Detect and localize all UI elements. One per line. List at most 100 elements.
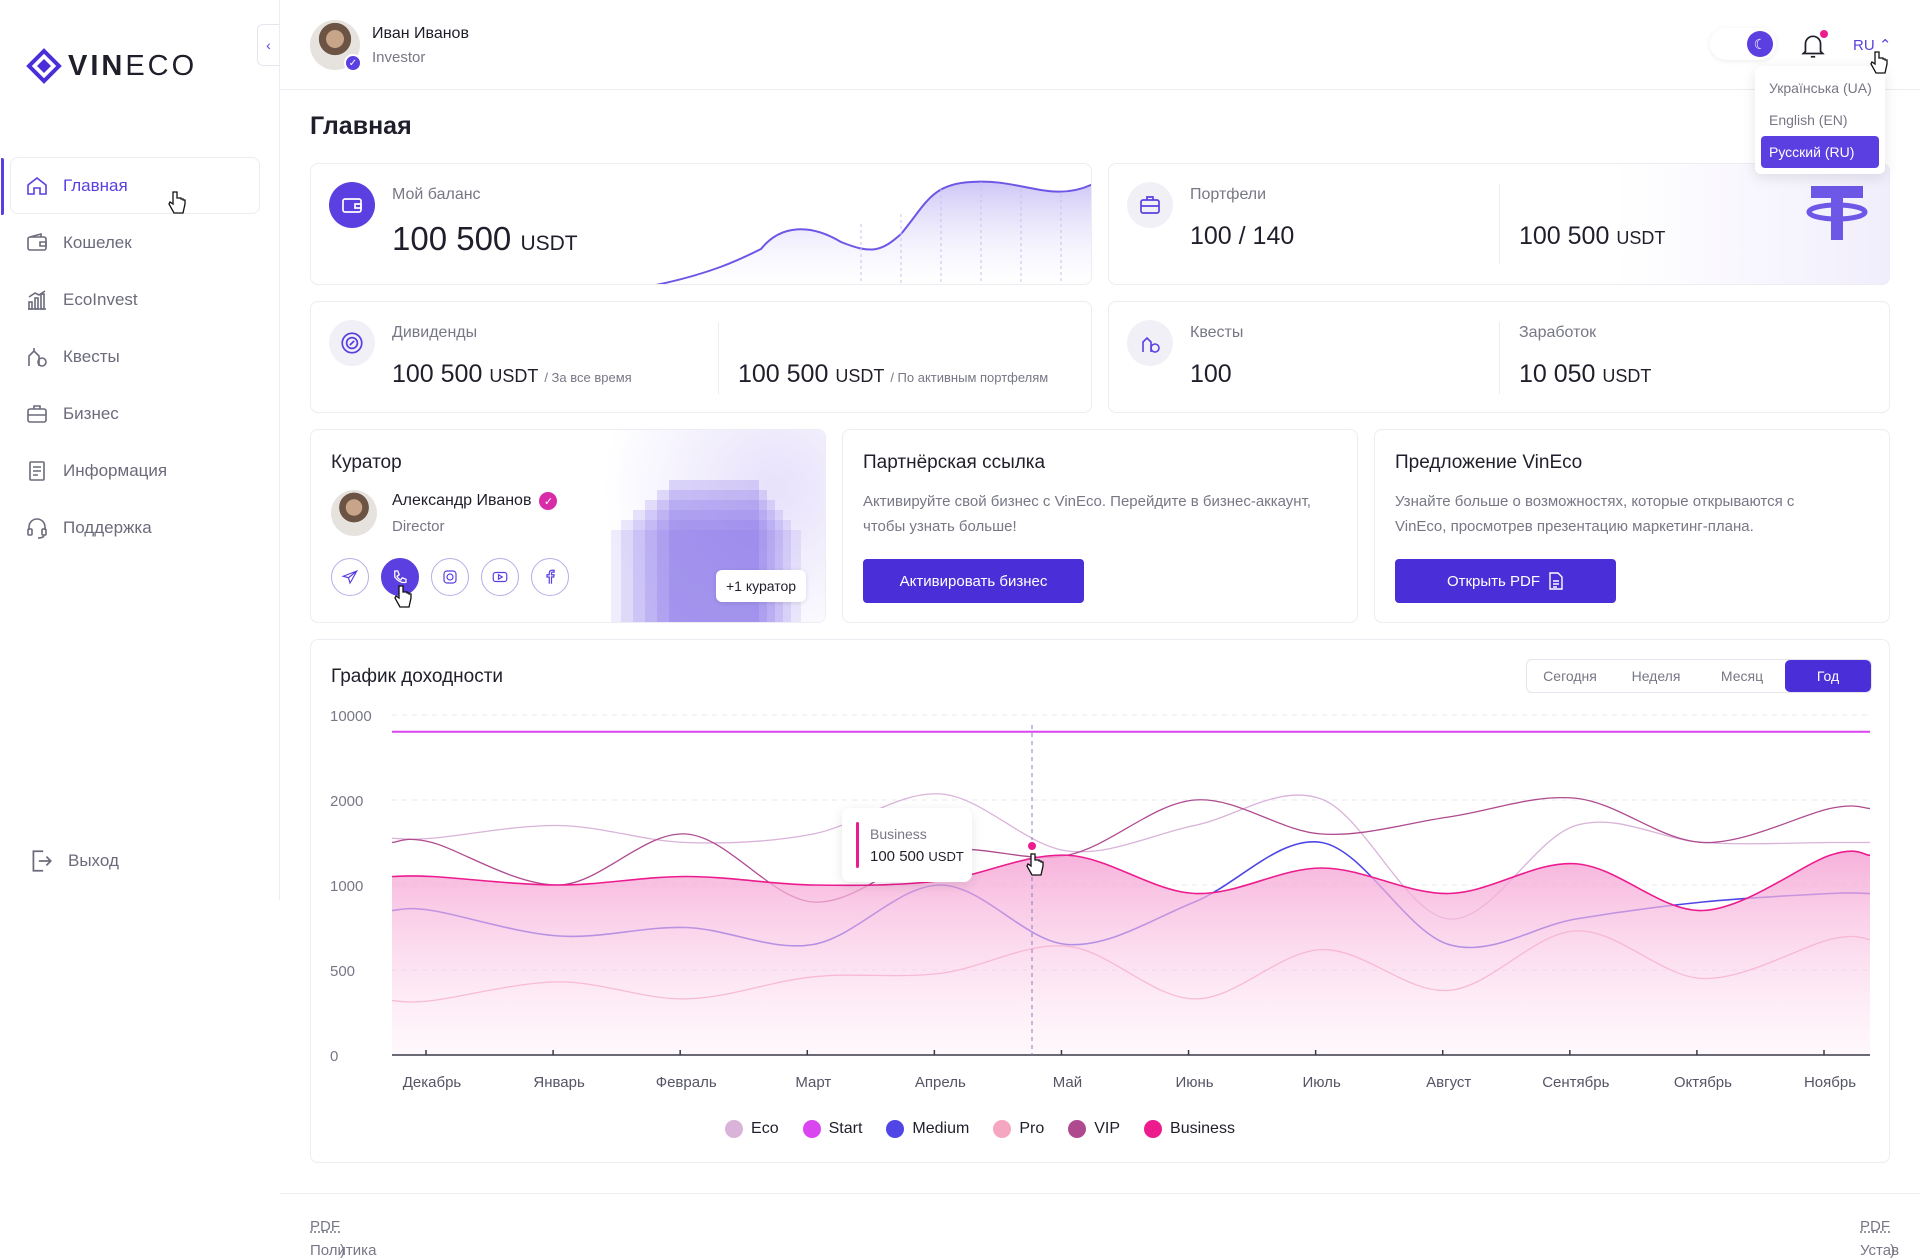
logout-button[interactable]: Выход <box>10 834 260 888</box>
activate-business-button[interactable]: Активировать бизнес <box>863 559 1084 603</box>
logo[interactable]: VINECO <box>26 48 197 84</box>
curator-decoration <box>611 480 801 622</box>
privacy-policy-link[interactable]: Политика конфиденциальности (PDF) <box>310 1218 377 1259</box>
dividends-card: Дивиденды 100 500 USDT / За все время 100… <box>310 301 1092 413</box>
sidebar-item-label: Главная <box>63 175 128 195</box>
balance-value: 100 500 USDT <box>392 220 578 257</box>
curator-card: Куратор Александр Иванов ✓ Director +1 к… <box>310 429 826 623</box>
sidebar-item-quests[interactable]: Квесты <box>10 328 260 385</box>
sidebar: VINECO ‹ Главная Кошелек EcoInvest Квест… <box>0 0 280 900</box>
dividends-total: 100 500 USDT / За все время <box>392 360 632 388</box>
open-pdf-label: Открыть PDF <box>1446 572 1541 590</box>
offer-text: Узнайте больше о возможностях, которые о… <box>1395 493 1795 535</box>
tooltip-series: Business <box>870 826 927 842</box>
briefcase-icon <box>1127 182 1173 228</box>
sidebar-item-information[interactable]: Информация <box>10 442 260 499</box>
instagram-button[interactable] <box>431 558 469 596</box>
language-dropdown: Українська (UA) English (EN) Русский (RU… <box>1755 66 1885 174</box>
x-tick-label: Март <box>795 1074 831 1091</box>
x-tick-label: Февраль <box>656 1074 717 1091</box>
logo-text: VINECO <box>68 49 198 82</box>
hover-point[interactable] <box>1026 840 1038 852</box>
lang-option-ru[interactable]: Русский (RU) <box>1761 136 1879 168</box>
open-pdf-button[interactable]: Открыть PDF <box>1395 559 1616 603</box>
period-selector: Сегодня Неделя Месяц Год <box>1526 659 1872 693</box>
partner-title: Партнёрская ссылка <box>863 452 1046 473</box>
user-profile[interactable]: ✓ Иван Иванов Investor <box>310 20 469 72</box>
chart-legend: Eco Start Medium Pro VIP Business <box>0 1120 1920 1138</box>
curator-avatar <box>331 490 377 536</box>
legend-item-business[interactable]: Business <box>1144 1120 1235 1138</box>
chart-tooltip: Business 100 500 USDT <box>842 808 972 882</box>
cursor-icon <box>394 585 412 608</box>
facebook-button[interactable] <box>531 558 569 596</box>
period-week[interactable]: Неделя <box>1631 668 1681 684</box>
quest-icon <box>1127 320 1173 366</box>
legend-label: Start <box>828 1120 863 1137</box>
x-tick-label: Август <box>1426 1074 1471 1091</box>
dividends-label: Дивиденды <box>392 324 478 341</box>
moon-icon: ☾ <box>1747 31 1773 57</box>
legend-label: VIP <box>1094 1120 1121 1137</box>
period-year[interactable]: Год <box>1785 660 1871 692</box>
notifications-button[interactable] <box>1800 30 1828 60</box>
x-tick-label: Январь <box>533 1074 585 1091</box>
telegram-icon <box>341 569 359 585</box>
briefcase-icon <box>27 404 47 423</box>
sidebar-item-ecoinvest[interactable]: EcoInvest <box>10 271 260 328</box>
offer-card: Предложение VinEco Узнайте больше о возм… <box>1374 429 1890 623</box>
youtube-button[interactable] <box>481 558 519 596</box>
income-chart[interactable]: 10000 2000 1000 500 0 Декабрь Январь Февраль Мар… <box>310 700 1890 1100</box>
legend-label: Pro <box>1019 1120 1045 1137</box>
verified-icon: ✓ <box>344 54 362 72</box>
portfolios-label: Портфели <box>1190 186 1267 203</box>
user-name: Иван Иванов <box>372 24 469 42</box>
period-month[interactable]: Месяц <box>1720 668 1764 684</box>
sidebar-item-home[interactable]: Главная <box>1 157 260 215</box>
legend-swatch <box>886 1120 905 1138</box>
logout-label: Выход <box>68 851 119 870</box>
y-tick-label: 0 <box>330 1048 338 1065</box>
legend-item-vip[interactable]: VIP <box>1068 1120 1120 1138</box>
series-line-vip[interactable] <box>391 796 1871 903</box>
user-role: Investor <box>372 48 426 66</box>
pdf-document-icon <box>1549 572 1563 590</box>
language-selector[interactable]: RU ⌃ <box>1853 37 1892 54</box>
quest-icon <box>28 347 47 367</box>
legend-item-medium[interactable]: Medium <box>886 1120 969 1138</box>
charter-link[interactable]: Устав (PDF) <box>1860 1218 1900 1259</box>
quests-card: Квесты 100 Заработок 10 050 USDT <box>1108 301 1890 413</box>
lang-option-ua[interactable]: Українська (UA) <box>1769 80 1872 96</box>
legend-label: Eco <box>751 1120 779 1137</box>
quests-label: Квесты <box>1190 324 1244 341</box>
x-tick-label: Сентябрь <box>1542 1074 1609 1091</box>
theme-toggle[interactable]: ☾ <box>1710 28 1776 60</box>
series-line-eco[interactable] <box>391 793 1870 920</box>
series-line-business[interactable] <box>391 850 1871 912</box>
legend-item-eco[interactable]: Eco <box>725 1120 779 1138</box>
wallet-icon <box>329 182 375 228</box>
footer: Политика конфиденциальности (PDF) Устав … <box>280 1193 1920 1259</box>
x-tick-label: Июль <box>1302 1074 1340 1091</box>
x-tick-label: Ноябрь <box>1804 1074 1856 1091</box>
telegram-button[interactable] <box>331 558 369 596</box>
sidebar-item-business[interactable]: Бизнес <box>10 385 260 442</box>
more-curators-button[interactable]: +1 куратор <box>716 570 807 602</box>
curator-role: Director <box>392 518 445 535</box>
offer-title: Предложение VinEco <box>1395 452 1583 473</box>
viber-icon <box>394 570 407 584</box>
collapse-sidebar-button[interactable]: ‹ <box>257 24 279 66</box>
legend-item-start[interactable]: Start <box>802 1120 863 1138</box>
earnings-label: Заработок <box>1519 324 1597 341</box>
lang-option-en[interactable]: English (EN) <box>1769 112 1848 128</box>
sidebar-item-support[interactable]: Поддержка <box>10 499 260 556</box>
legend-item-pro[interactable]: Pro <box>993 1120 1044 1138</box>
chevron-up-icon: ⌃ <box>1878 37 1892 54</box>
dividends-icon <box>329 320 375 366</box>
period-today[interactable]: Сегодня <box>1543 668 1597 684</box>
sidebar-item-wallet[interactable]: Кошелек <box>10 214 260 271</box>
chevron-left-icon: ‹ <box>266 37 271 53</box>
x-tick-label: Июнь <box>1175 1074 1213 1091</box>
earnings-value: 10 050 USDT <box>1519 360 1652 388</box>
